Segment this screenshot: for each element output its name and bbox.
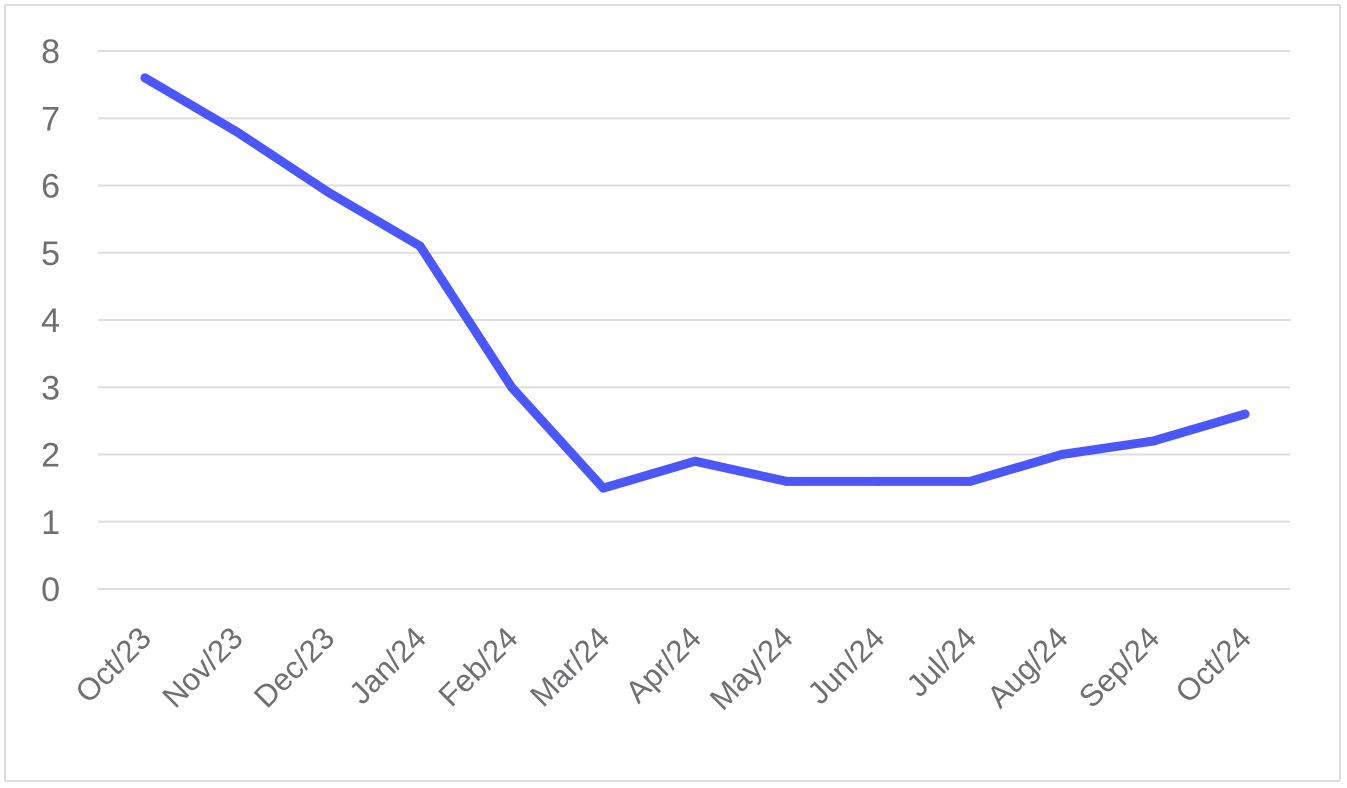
x-tick-label: Oct/24 [1169,620,1258,709]
x-tick-label: Jan/24 [342,620,433,711]
y-tick-label: 2 [41,437,60,475]
data-point-Nov-23 [232,127,242,137]
x-tick-label: Jun/24 [801,620,892,711]
y-tick-label: 7 [41,100,60,138]
data-point-Jul-24 [965,476,975,486]
y-tick-label: 1 [41,504,60,542]
x-tick-label: May/24 [703,620,800,717]
data-point-Oct-24 [1240,409,1250,419]
chart-frame [4,4,1341,782]
x-tick-label: Aug/24 [980,620,1074,714]
series-layer [140,73,1250,493]
data-point-Aug-24 [1057,450,1067,459]
data-point-Jan-24 [415,241,425,251]
y-axis-ticks: 0 1 2 3 4 5 6 7 8 [41,33,60,609]
series-line-0 [140,73,1250,493]
data-point-Dec-23 [323,187,333,197]
x-tick-label: Nov/23 [155,620,249,714]
x-tick-label: Dec/23 [247,620,341,714]
y-tick-label: 8 [41,33,60,71]
grid-layer [98,50,1290,590]
data-point-Oct-23 [140,73,150,83]
x-tick-label: Sep/24 [1072,620,1166,714]
x-tick-label: Apr/24 [619,620,708,709]
y-tick-label: 0 [41,571,60,609]
y-tick-label: 5 [41,235,60,273]
y-tick-label: 6 [41,168,60,206]
data-point-Mar-24 [598,483,608,493]
data-point-Feb-24 [507,382,517,392]
x-tick-label: Jul/24 [900,620,983,703]
data-point-Sep-24 [1148,436,1158,446]
x-tick-label: Feb/24 [432,620,525,713]
data-point-May-24 [782,476,792,486]
data-point-Apr-24 [690,456,700,466]
x-tick-label: Mar/24 [523,620,616,713]
data-point-Jun-24 [873,476,883,486]
y-tick-label: 4 [41,302,60,340]
y-tick-label: 3 [41,369,60,407]
x-tick-label: Oct/23 [69,620,158,709]
